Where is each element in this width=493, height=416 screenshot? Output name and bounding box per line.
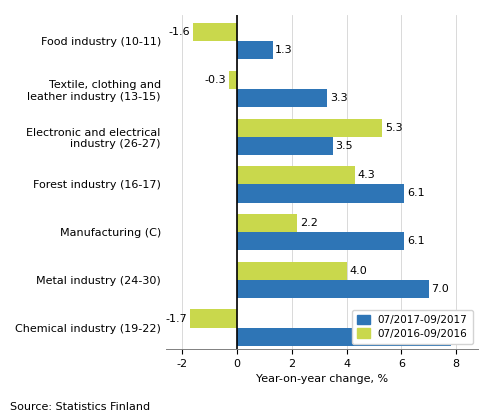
- Bar: [237, 166, 355, 184]
- Text: -1.7: -1.7: [166, 314, 188, 324]
- Text: 1.3: 1.3: [275, 45, 293, 55]
- Bar: [237, 137, 333, 155]
- Bar: [229, 71, 237, 89]
- Bar: [237, 214, 297, 232]
- Text: 6.1: 6.1: [407, 236, 424, 246]
- Text: -1.6: -1.6: [169, 27, 190, 37]
- Bar: [237, 119, 382, 137]
- Text: 7.0: 7.0: [431, 284, 449, 294]
- Text: 3.3: 3.3: [330, 93, 348, 103]
- Bar: [237, 41, 273, 59]
- Text: -0.3: -0.3: [205, 75, 226, 85]
- Bar: [237, 280, 429, 298]
- Bar: [190, 310, 237, 328]
- X-axis label: Year-on-year change, %: Year-on-year change, %: [256, 374, 388, 384]
- Bar: [237, 232, 404, 250]
- Text: 5.3: 5.3: [385, 123, 402, 133]
- Bar: [237, 184, 404, 203]
- Bar: [193, 23, 237, 41]
- Bar: [237, 262, 347, 280]
- Text: 3.5: 3.5: [336, 141, 353, 151]
- Text: 2.2: 2.2: [300, 218, 318, 228]
- Text: 7.8: 7.8: [454, 332, 471, 342]
- Bar: [237, 89, 327, 107]
- Bar: [237, 328, 451, 346]
- Text: 4.3: 4.3: [357, 171, 375, 181]
- Text: 4.0: 4.0: [349, 266, 367, 276]
- Text: Source: Statistics Finland: Source: Statistics Finland: [10, 402, 150, 412]
- Legend: 07/2017-09/2017, 07/2016-09/2016: 07/2017-09/2017, 07/2016-09/2016: [352, 310, 473, 344]
- Text: 6.1: 6.1: [407, 188, 424, 198]
